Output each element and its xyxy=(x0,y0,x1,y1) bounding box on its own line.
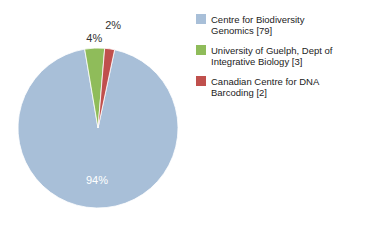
legend-entry: Canadian Centre for DNABarcoding [2] xyxy=(211,76,320,98)
legend-entry: Centre for BiodiversityGenomics [79] xyxy=(211,14,305,36)
slice-labels: 94% 4%2% xyxy=(86,19,121,186)
legend-swatch xyxy=(196,14,206,24)
legend-entry-line: Canadian Centre for DNA xyxy=(211,76,320,87)
legend: Centre for BiodiversityGenomics [79] Univ… xyxy=(196,14,333,98)
data-label: 94% xyxy=(86,174,108,186)
pie-slice xyxy=(98,48,115,128)
legend-entry-line: Centre for Biodiversity xyxy=(211,14,305,25)
legend-entry-line: Integrative Biology [3] xyxy=(211,56,302,67)
legend-entry: University of Guelph, Dept ofIntegrative… xyxy=(211,45,333,67)
legend-entry-line: University of Guelph, Dept of xyxy=(211,45,333,56)
chart: 94% 4%2% Centre for BiodiversityGenomics [… xyxy=(0,0,380,240)
data-label: 2% xyxy=(105,19,121,31)
slices xyxy=(18,48,178,208)
data-label: 4% xyxy=(86,32,102,44)
legend-entry-line: Barcoding [2] xyxy=(211,87,267,98)
legend-swatch xyxy=(196,76,206,86)
legend-swatch xyxy=(196,45,206,55)
legend-entry-line: Genomics [79] xyxy=(211,25,272,36)
